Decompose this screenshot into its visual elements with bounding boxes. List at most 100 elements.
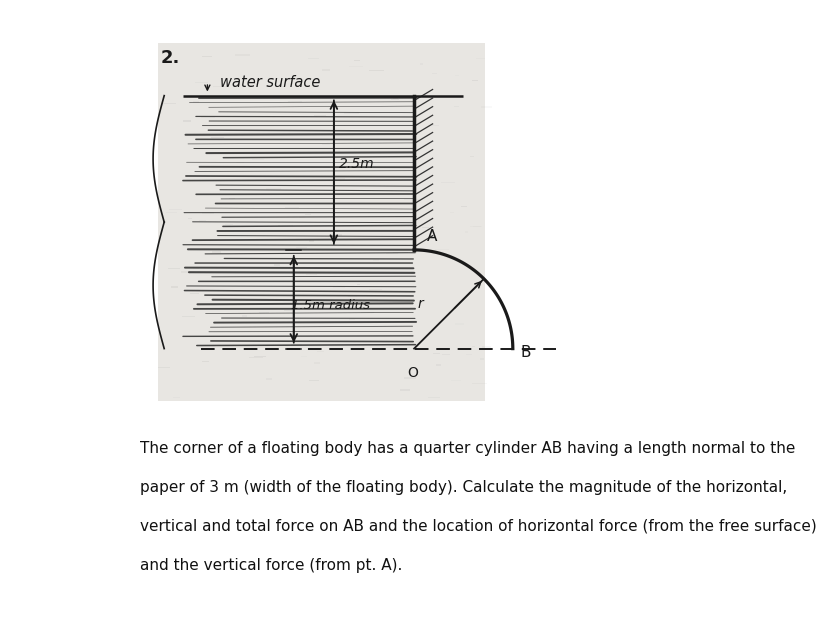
Bar <box>314 115 326 116</box>
Bar <box>393 252 408 253</box>
Bar <box>309 241 313 242</box>
Bar <box>322 144 330 145</box>
Bar <box>433 353 440 354</box>
Bar <box>482 107 492 108</box>
Bar <box>210 137 224 138</box>
Bar <box>442 354 450 355</box>
Bar <box>461 206 467 207</box>
Bar <box>317 351 324 352</box>
Bar <box>334 221 338 222</box>
Bar <box>202 361 209 362</box>
Bar <box>214 86 228 88</box>
Bar <box>165 212 178 213</box>
Bar <box>253 355 266 357</box>
Bar <box>422 226 429 228</box>
Bar <box>393 97 399 99</box>
Bar <box>199 220 206 221</box>
Text: r: r <box>418 297 423 311</box>
Bar <box>285 207 299 208</box>
Bar <box>229 198 235 199</box>
Bar <box>221 225 231 226</box>
Bar <box>450 212 454 213</box>
Text: 2.5m: 2.5m <box>339 157 375 170</box>
Bar <box>201 212 214 213</box>
Bar <box>299 217 305 218</box>
Bar <box>369 70 384 72</box>
Bar <box>235 54 250 56</box>
Bar <box>455 75 459 77</box>
Bar <box>274 264 279 266</box>
Bar <box>171 286 178 288</box>
Bar <box>182 316 196 317</box>
Bar <box>276 86 284 88</box>
Bar <box>349 319 355 320</box>
Bar <box>334 178 345 180</box>
Bar <box>278 225 293 226</box>
Bar <box>344 268 353 269</box>
Bar <box>329 234 342 236</box>
Bar <box>225 224 233 225</box>
Text: The corner of a floating body has a quarter cylinder AB having a length normal t: The corner of a floating body has a quar… <box>140 441 795 456</box>
Text: paper of 3 m (width of the floating body). Calculate the magnitude of the horizo: paper of 3 m (width of the floating body… <box>140 480 787 495</box>
Bar <box>435 249 449 251</box>
Bar <box>182 271 190 272</box>
Bar <box>289 101 302 102</box>
Bar <box>464 231 468 233</box>
Text: O: O <box>407 366 418 380</box>
Bar <box>361 312 375 313</box>
Bar <box>404 199 418 200</box>
Bar <box>309 380 319 381</box>
Bar <box>472 383 487 384</box>
Bar <box>193 268 199 269</box>
Bar <box>190 293 199 294</box>
Text: vertical and total force on AB and the location of horizontal force (from the fr: vertical and total force on AB and the l… <box>140 519 816 534</box>
Bar <box>428 397 440 398</box>
Bar <box>369 299 377 300</box>
Text: and the vertical force (from pt. A).: and the vertical force (from pt. A). <box>140 558 402 573</box>
Bar <box>306 274 317 275</box>
Bar <box>169 209 182 210</box>
Bar <box>195 82 209 83</box>
Bar <box>450 379 461 381</box>
Bar <box>168 268 180 269</box>
Bar <box>308 58 319 59</box>
Bar <box>322 70 330 71</box>
Bar <box>364 313 376 315</box>
Text: B: B <box>520 345 531 360</box>
Text: A: A <box>427 229 436 244</box>
Bar <box>349 66 363 67</box>
Bar <box>400 389 409 391</box>
Bar <box>193 101 200 103</box>
Bar <box>248 239 263 240</box>
Bar <box>259 312 269 313</box>
Bar <box>249 357 263 358</box>
Bar <box>161 102 176 104</box>
Bar <box>305 214 311 215</box>
Bar <box>183 120 192 122</box>
Bar <box>472 80 478 81</box>
Bar <box>314 362 320 364</box>
Bar <box>173 397 180 398</box>
Text: water surface: water surface <box>219 75 320 89</box>
Bar <box>231 194 237 196</box>
Text: 2.: 2. <box>161 49 181 67</box>
Bar <box>469 226 481 227</box>
Bar <box>284 310 292 311</box>
Text: 1.5m radius: 1.5m radius <box>291 299 370 312</box>
Bar <box>477 58 485 59</box>
Bar <box>159 366 170 368</box>
Bar <box>291 344 302 346</box>
Bar <box>441 182 455 183</box>
Bar <box>369 289 381 290</box>
Bar <box>482 346 491 348</box>
Bar <box>395 216 409 217</box>
Bar <box>266 378 272 379</box>
Bar <box>333 287 345 288</box>
Bar <box>344 112 359 114</box>
Bar <box>354 60 360 61</box>
Bar <box>188 218 192 219</box>
Bar <box>201 117 215 118</box>
Bar <box>158 43 485 401</box>
Bar <box>252 159 264 160</box>
Bar <box>470 155 474 157</box>
